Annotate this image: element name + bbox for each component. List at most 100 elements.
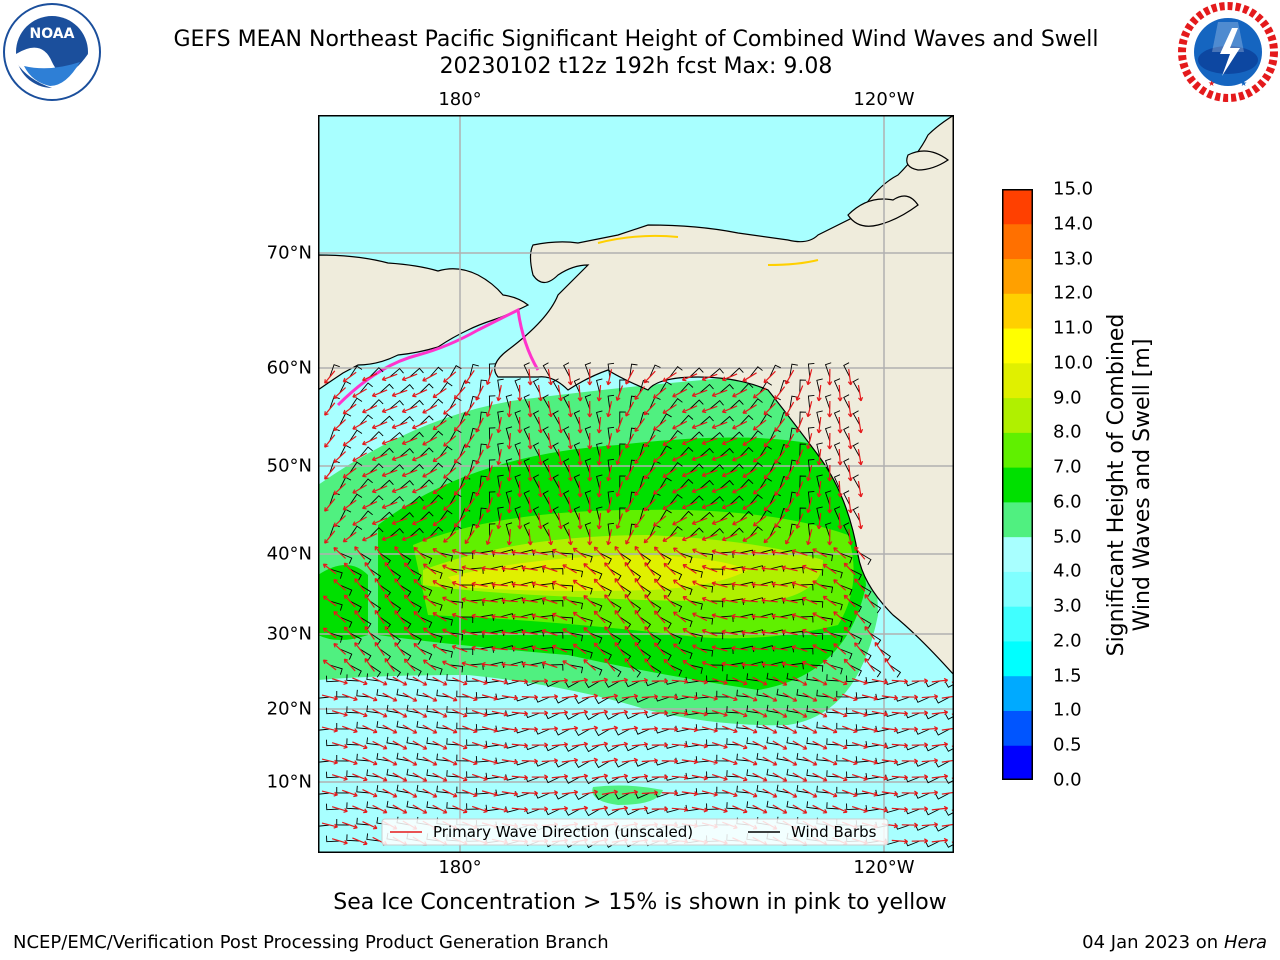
wave-arrow <box>342 757 358 766</box>
wind-barb <box>685 804 700 812</box>
wind-barb <box>479 646 495 653</box>
wave-arrow <box>701 437 718 446</box>
wave-arrow <box>587 401 593 418</box>
wave-arrow <box>506 464 512 482</box>
wave-arrow <box>662 468 677 478</box>
wind-barb <box>726 706 740 714</box>
wave-arrow <box>672 484 688 494</box>
wave-arrow <box>547 369 554 386</box>
wind-barb <box>699 552 714 561</box>
wind-barb <box>766 768 780 778</box>
colorbar-cell <box>1002 501 1033 538</box>
wind-barb <box>935 824 950 832</box>
wave-arrow <box>557 481 564 498</box>
wind-barb <box>756 720 770 730</box>
wave-arrow <box>442 724 458 734</box>
wind-barb <box>649 600 662 614</box>
wind-barb <box>555 696 570 704</box>
wave-arrow <box>621 757 639 763</box>
wave-arrow <box>432 644 447 654</box>
wind-barb <box>609 600 622 614</box>
wind-barb <box>852 378 861 394</box>
wave-arrow <box>833 547 847 559</box>
wave-arrow <box>531 742 549 748</box>
wave-arrow <box>854 642 866 656</box>
wind-barb <box>749 526 763 538</box>
lat-tick-50n: 50°N <box>266 455 312 477</box>
colorbar-label-line2: Wind Waves and Swell [m] <box>1130 338 1155 632</box>
wind-barb <box>736 689 750 698</box>
wind-barb <box>716 690 730 698</box>
wind-barb <box>419 383 434 394</box>
wave-arrow <box>537 480 544 498</box>
wind-barb <box>649 664 662 678</box>
wind-barb <box>479 379 488 394</box>
wave-arrow <box>662 500 677 510</box>
wave-arrow <box>322 563 337 575</box>
wave-arrow <box>464 498 475 513</box>
wind-barb <box>833 410 841 426</box>
wave-arrow <box>861 726 878 733</box>
wave-arrow <box>604 658 616 672</box>
wave-arrow <box>322 595 337 607</box>
wind-barb <box>599 584 612 597</box>
wind-barb <box>563 362 571 378</box>
wind-barb <box>809 600 824 608</box>
wind-barb <box>829 568 843 579</box>
wave-arrow <box>785 465 795 481</box>
wave-arrow <box>691 389 708 398</box>
wave-arrow <box>364 657 375 672</box>
wave-arrow <box>871 678 888 685</box>
colorbar-tick: 2.0 <box>1053 630 1082 652</box>
wave-arrow <box>941 758 954 763</box>
wave-arrow <box>832 773 848 782</box>
wind-barb <box>329 364 340 378</box>
wave-arrow <box>742 404 757 414</box>
wind-barb <box>346 834 360 842</box>
wave-arrow <box>816 480 822 498</box>
wave-arrow <box>847 496 853 514</box>
wave-arrow <box>691 742 708 749</box>
wind-barb <box>359 382 373 394</box>
wave-arrow <box>333 546 347 559</box>
wave-arrow <box>333 483 346 496</box>
wind-barb <box>446 706 460 714</box>
wave-arrow <box>583 595 597 607</box>
wind-barb <box>819 648 834 658</box>
wave-arrow <box>392 804 408 814</box>
wave-arrow <box>742 436 757 446</box>
wind-barb <box>339 584 353 596</box>
wave-arrow <box>382 756 398 766</box>
wind-barb <box>669 462 683 474</box>
wave-arrow <box>412 740 428 750</box>
wind-barb <box>584 426 592 442</box>
wave-arrow <box>501 630 518 636</box>
wind-barb <box>399 447 414 458</box>
wind-barb <box>505 490 513 506</box>
wave-arrow <box>911 838 929 844</box>
wave-arrow <box>742 756 758 766</box>
wave-arrow <box>711 677 728 685</box>
wind-barb <box>776 752 790 762</box>
wave-arrow <box>491 806 508 813</box>
lon-tick-top-180: 180° <box>438 89 482 110</box>
wind-barb <box>379 511 394 522</box>
wave-arrow <box>571 773 589 779</box>
wave-arrow <box>452 677 468 686</box>
wave-arrow <box>354 546 366 560</box>
wind-barb <box>609 632 622 646</box>
wave-arrow <box>732 452 748 462</box>
wave-arrow <box>422 372 438 382</box>
wind-barb <box>816 378 823 394</box>
wind-barb <box>519 613 535 620</box>
wave-arrow <box>857 385 864 402</box>
wind-barb <box>726 770 740 778</box>
wind-barb <box>336 786 350 794</box>
wave-arrow <box>742 692 758 702</box>
wave-arrow <box>911 742 929 748</box>
wind-barb <box>806 673 820 682</box>
wave-arrow <box>641 726 659 732</box>
wave-arrow <box>606 529 613 546</box>
wave-arrow <box>511 678 529 685</box>
wind-barb <box>796 753 810 762</box>
